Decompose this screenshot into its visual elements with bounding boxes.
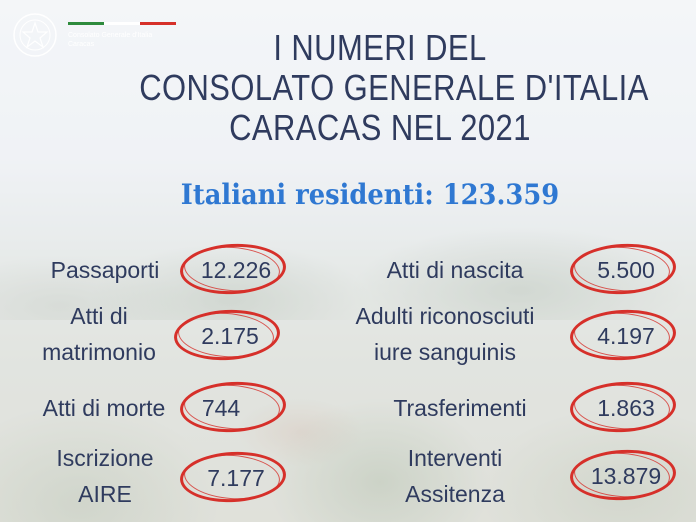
residents-subtitle: Italiani residenti: 123.359 [180,178,560,211]
background-mountain [0,180,696,320]
flag-red [140,22,176,25]
aire-value: 7.177 [178,449,288,505]
flag-white [104,22,140,25]
assistenza-value: 13.879 [568,447,678,503]
consolato-city: Caracas [68,41,95,48]
matrimonio-label-line1: Atti di [70,303,128,329]
background-trees [0,302,696,522]
flag-green [68,22,104,25]
title-line-1: I NUMERI DEL [273,27,487,68]
nascita-label: Atti di nascita [360,252,550,288]
trasferimenti-label: Trasferimenti [360,390,560,426]
passaporti-label-text: Passaporti [50,257,160,283]
aire-number: 7.177 [207,465,265,491]
nascita-number: 5.500 [597,257,655,283]
nascita-value: 5.500 [568,241,678,297]
emblem-icon [13,13,57,57]
page-title: I NUMERI DEL CONSOLATO GENERALE D'ITALIA… [139,27,649,148]
matrimonio-value: 2.175 [172,307,282,363]
morte-label-text: Atti di morte [42,395,166,421]
aire-label: Iscrizione AIRE [20,440,190,512]
assistenza-label-line1: Interventi [407,445,503,471]
morte-label: Atti di morte [16,390,192,426]
consolato-name: Consolato Generale d'Italia [68,32,153,39]
trasferimenti-number: 1.863 [597,395,655,421]
passaporti-value: 12.226 [178,241,288,297]
matrimonio-label-line2: matrimonio [42,339,156,365]
adulti-value: 4.197 [568,307,678,363]
morte-number: 744 [201,395,241,421]
passaporti-number: 12.226 [200,257,272,283]
adulti-label: Adulti riconosciuti iure sanguinis [330,298,560,370]
aire-label-line2: AIRE [78,481,132,507]
consolato-logo-text: Consolato Generale d'Italia Caracas [68,31,198,49]
italian-flag-bar [68,22,176,25]
title-line-3: CARACAS NEL 2021 [229,107,531,148]
trasferimenti-label-text: Trasferimenti [393,395,527,421]
assistenza-label: Interventi Assitenza [360,440,550,512]
adulti-label-line2: iure sanguinis [374,339,516,365]
morte-value: 744 [178,379,288,435]
assistenza-number: 13.879 [590,463,662,489]
trasferimenti-value: 1.863 [568,379,678,435]
adulti-label-line1: Adulti riconosciuti [355,303,535,329]
adulti-number: 4.197 [597,323,655,349]
title-line-2: CONSOLATO GENERALE D'ITALIA [139,67,649,108]
assistenza-label-line2: Assitenza [405,481,505,507]
matrimonio-label: Atti di matrimonio [14,298,184,370]
passaporti-label: Passaporti [20,252,190,288]
nascita-label-text: Atti di nascita [386,257,524,283]
aire-label-line1: Iscrizione [56,445,154,471]
matrimonio-number: 2.175 [201,323,259,349]
